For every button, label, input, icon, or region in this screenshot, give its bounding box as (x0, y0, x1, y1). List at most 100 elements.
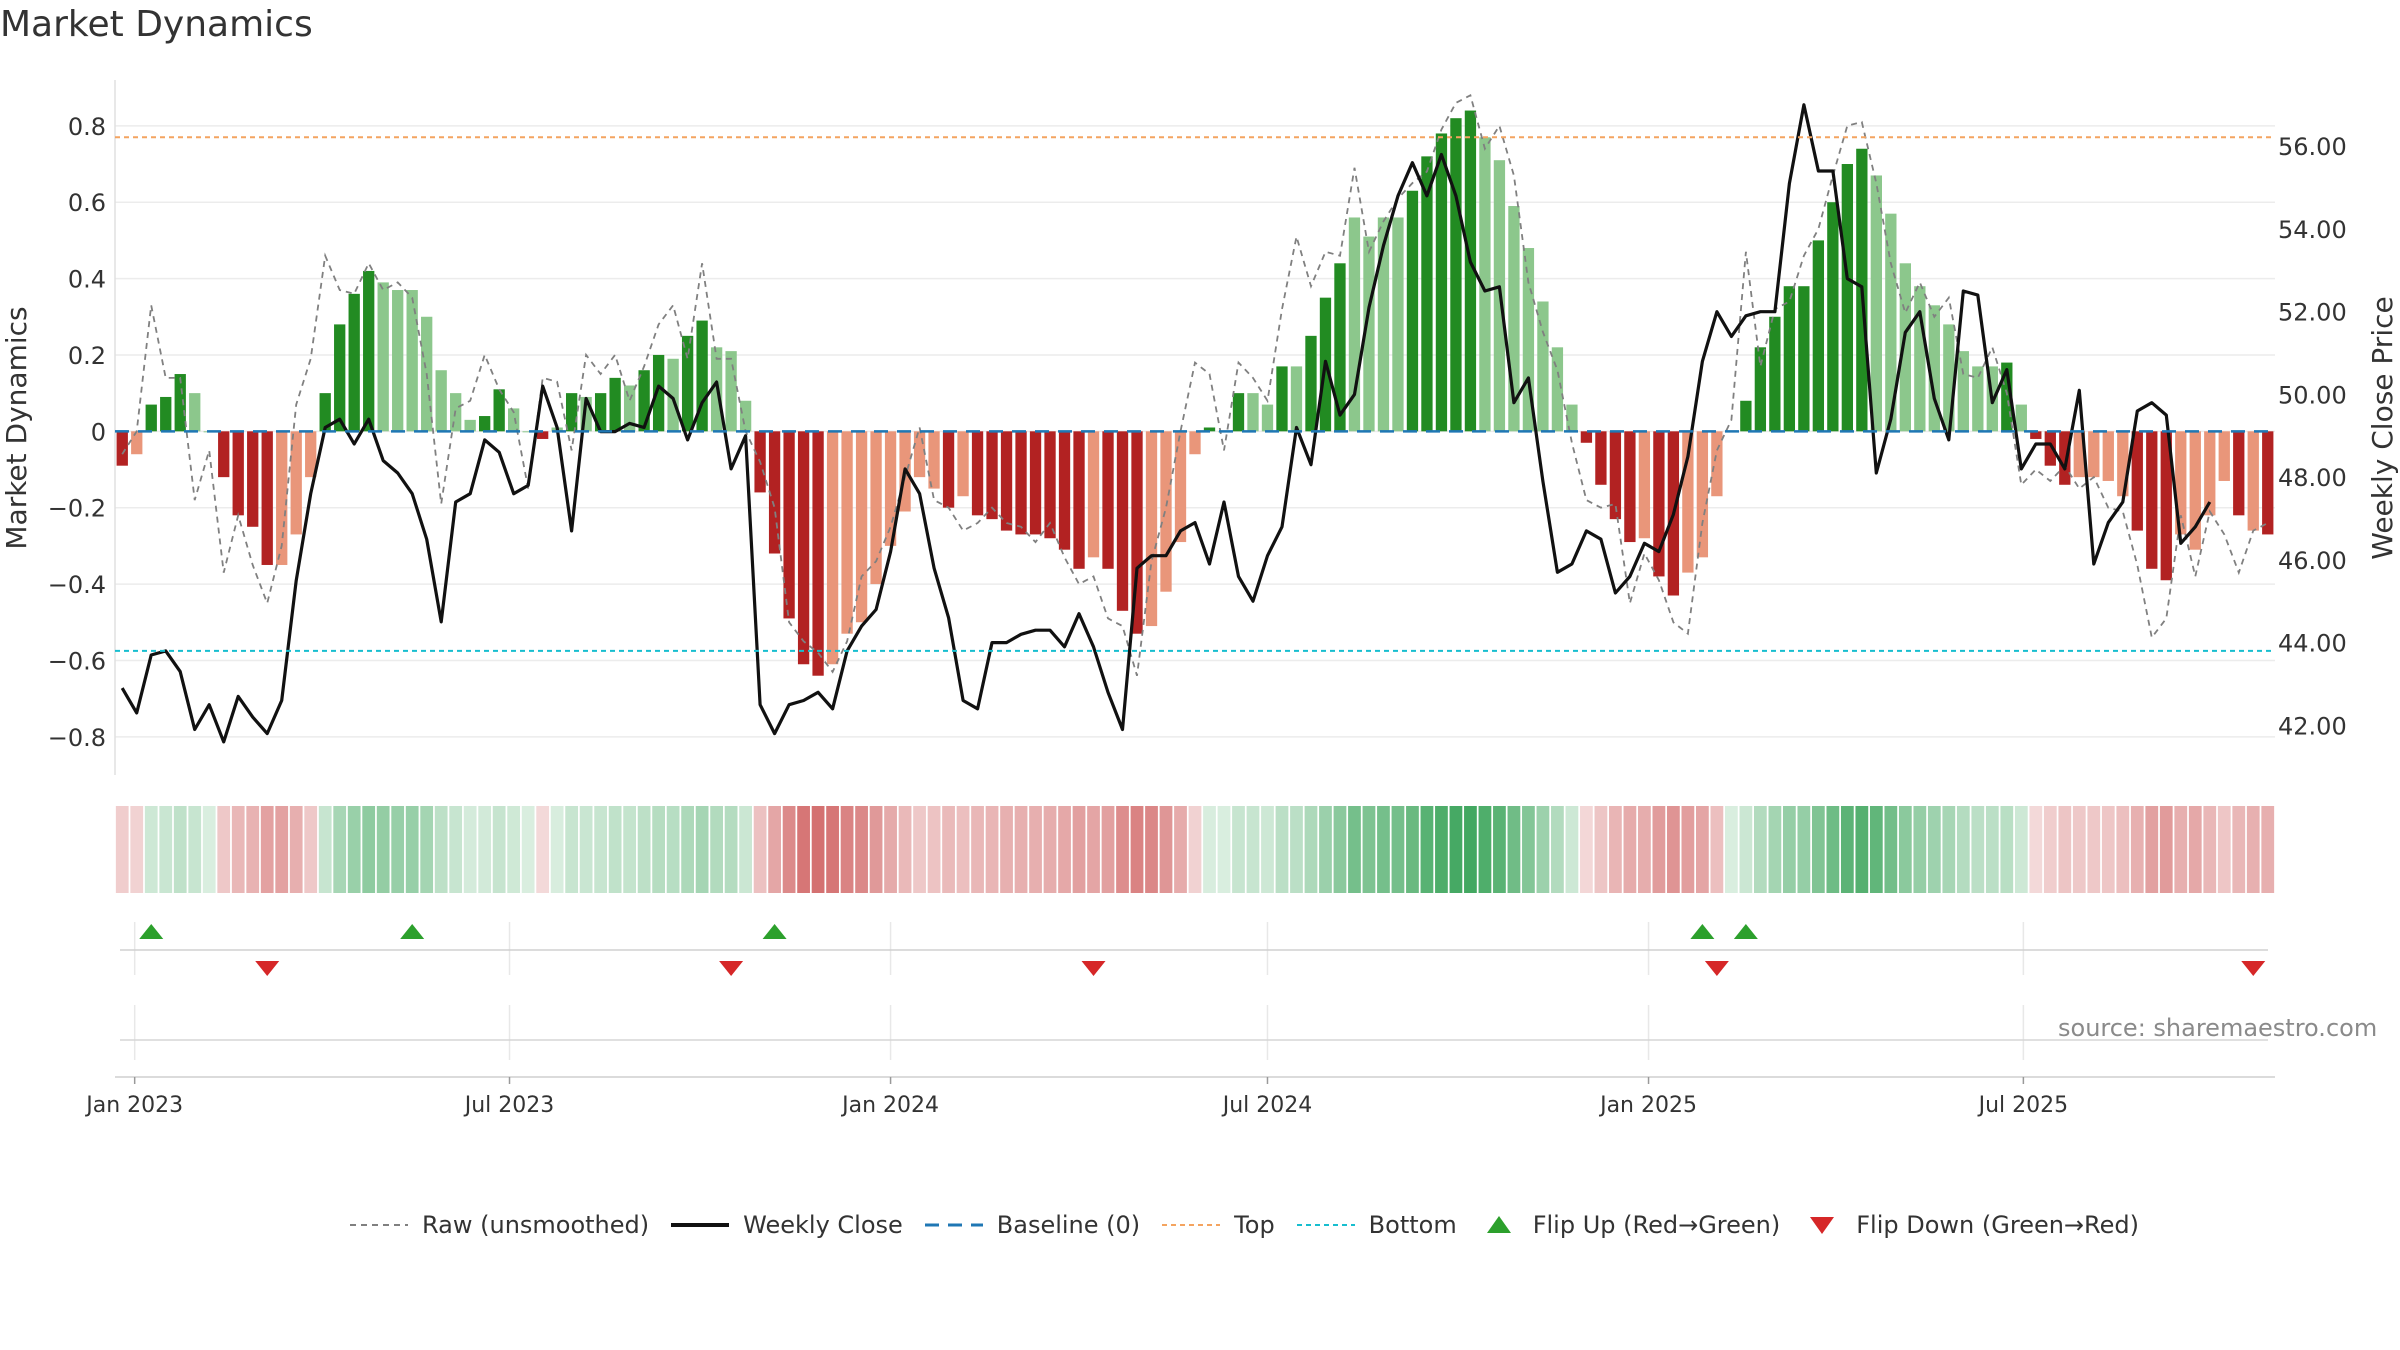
dynamics-bar (1290, 366, 1303, 432)
regime-cell (724, 806, 738, 893)
dynamics-bar (681, 335, 694, 432)
regime-cell (1101, 806, 1115, 893)
dynamics-bar (1870, 175, 1882, 432)
regime-cell (739, 806, 752, 893)
legend-item-flip-down: Flip Down (Green→Red) (1802, 1211, 2139, 1239)
dynamics-bar (2131, 431, 2143, 531)
regime-cell (2072, 806, 2086, 893)
dynamics-bar (1957, 351, 1969, 432)
dynamics-bar (174, 374, 186, 432)
dynamics-bar (1914, 286, 1926, 432)
regime-cell (2029, 806, 2043, 893)
right-tick-label: 42.00 (2278, 712, 2347, 740)
regime-cell (927, 806, 941, 893)
regime-cell (1000, 806, 1013, 893)
regime-cell (1449, 806, 1463, 893)
dynamics-bar (1116, 431, 1129, 611)
regime-cell (1638, 806, 1651, 893)
regime-cell (478, 806, 492, 893)
dynamics-bar (1160, 431, 1172, 592)
dynamics-bar (1580, 431, 1593, 443)
flip-up-marker (1733, 924, 1758, 939)
dynamics-bar (2146, 431, 2158, 569)
dynamics-bar (1392, 217, 1404, 432)
x-tick-label: Jul 2025 (1977, 1093, 2069, 1118)
dynamics-bar (319, 393, 331, 432)
regime-cell (304, 806, 318, 893)
regime-cell (1913, 806, 1927, 893)
dynamics-bar (638, 370, 650, 432)
right-tick-label: 56.00 (2278, 133, 2347, 161)
dynamics-bar (1232, 393, 1245, 432)
regime-strip (115, 806, 2275, 893)
dynamics-bar (928, 431, 940, 489)
dynamics-bar (2015, 404, 2027, 432)
dynamics-bar (305, 431, 317, 478)
dynamics-bar (1276, 366, 1288, 432)
dynamics-bar (1058, 431, 1071, 550)
dynamics-bar (1479, 137, 1491, 432)
regime-cell (753, 806, 767, 893)
flip-down-marker (255, 961, 280, 976)
regime-cell (159, 806, 173, 893)
dynamics-bar (2262, 431, 2274, 535)
regime-cell (1435, 806, 1448, 893)
dynamics-bar (2117, 431, 2129, 497)
legend-item-flip-up: Flip Up (Red→Green) (1479, 1211, 1780, 1239)
regime-cell (710, 806, 723, 893)
dynamics-bar (855, 431, 868, 623)
regime-cell (144, 806, 158, 893)
dynamics-bar (2233, 431, 2245, 516)
regime-cell (2261, 806, 2275, 893)
legend-label-bottom: Bottom (1368, 1211, 1457, 1239)
dynamics-bar (218, 431, 230, 478)
dynamics-bar (464, 419, 476, 432)
regime-cell (594, 806, 608, 893)
dynamics-bar (377, 282, 389, 432)
regime-cell (637, 806, 651, 893)
regime-cell (1724, 806, 1738, 893)
dynamics-bar (2102, 431, 2114, 481)
regime-cell (333, 806, 347, 893)
regime-cell (1043, 806, 1057, 893)
dynamics-bar (1769, 316, 1781, 432)
regime-cell (2130, 806, 2144, 893)
regime-cell (1609, 806, 1622, 893)
dynamics-bar (1943, 324, 1955, 432)
right-tick-label: 46.00 (2278, 547, 2347, 575)
source-note: source: sharemaestro.com (2058, 1014, 2378, 1042)
regime-cell (405, 806, 419, 893)
left-tick-label: 0.4 (68, 266, 106, 294)
regime-cell (449, 806, 463, 893)
regime-cell (1782, 806, 1796, 893)
regime-cell (1565, 806, 1579, 893)
regime-cell (1159, 806, 1173, 893)
regime-cell (1797, 806, 1811, 893)
dynamics-bar (725, 351, 737, 432)
dynamics-bar (479, 416, 491, 432)
dynamics-bar (797, 431, 810, 665)
dynamics-bar (2175, 431, 2187, 535)
regime-cell (1130, 806, 1144, 893)
regime-cell (826, 806, 839, 893)
dynamics-bar (812, 431, 824, 676)
dynamics-bar (1798, 286, 1810, 432)
regime-cell (2188, 806, 2202, 893)
flip-down-marker (719, 961, 744, 976)
regime-cell (1087, 806, 1100, 893)
regime-cell (1667, 806, 1680, 893)
regime-cell (2014, 806, 2028, 893)
dynamics-bar (1261, 404, 1274, 432)
dynamics-bar (2088, 431, 2100, 478)
legend-solid-black-swatch (671, 1223, 730, 1227)
dynamics-bar (1131, 431, 1143, 634)
regime-cell (1971, 806, 1985, 893)
legend-item-raw: Raw (unsmoothed) (350, 1211, 649, 1239)
regime-cell (811, 806, 825, 893)
legend-item-baseline: Baseline (0) (924, 1211, 1140, 1239)
grid (115, 125, 2275, 738)
right-tick-label: 54.00 (2278, 216, 2347, 244)
regime-cell (2232, 806, 2246, 893)
regime-cell (1072, 806, 1086, 893)
right-tick-label: 44.00 (2278, 630, 2347, 658)
